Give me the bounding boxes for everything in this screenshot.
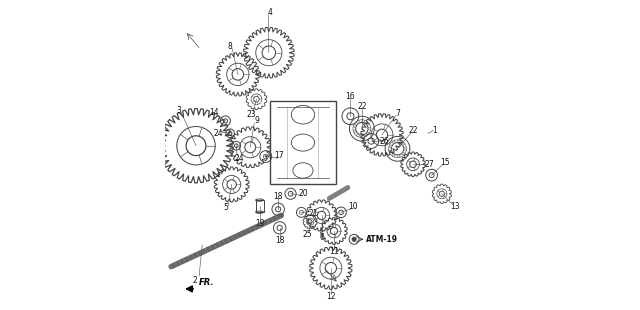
Text: 27: 27: [424, 160, 434, 169]
Text: 9: 9: [254, 116, 259, 126]
Text: FR.: FR.: [198, 278, 214, 287]
Circle shape: [366, 132, 369, 135]
Text: 12: 12: [326, 291, 335, 301]
Text: 24: 24: [235, 153, 244, 163]
Text: 1: 1: [433, 126, 437, 135]
Text: 23: 23: [246, 110, 256, 119]
Circle shape: [353, 130, 356, 133]
Text: 5: 5: [223, 203, 228, 212]
Circle shape: [389, 145, 392, 148]
Text: 13: 13: [450, 202, 460, 211]
Text: 26: 26: [380, 136, 389, 146]
Text: 7: 7: [396, 108, 401, 118]
Circle shape: [353, 125, 356, 127]
Circle shape: [366, 122, 369, 125]
Circle shape: [362, 120, 365, 122]
Text: 10: 10: [348, 202, 358, 211]
Text: 8: 8: [228, 42, 232, 51]
Circle shape: [389, 150, 392, 153]
Text: 24: 24: [214, 129, 223, 139]
Circle shape: [356, 134, 360, 137]
Text: 2: 2: [192, 276, 197, 285]
Circle shape: [402, 152, 404, 155]
Text: 20: 20: [298, 188, 308, 198]
Text: 19: 19: [255, 219, 264, 228]
Text: 25: 25: [303, 230, 312, 239]
Text: 11: 11: [329, 246, 339, 256]
Text: 18: 18: [275, 236, 284, 246]
Text: 18: 18: [273, 192, 283, 201]
Circle shape: [356, 121, 360, 123]
Text: 15: 15: [440, 158, 449, 167]
Circle shape: [368, 127, 371, 130]
Text: 3: 3: [177, 105, 181, 115]
Circle shape: [362, 135, 365, 137]
Circle shape: [397, 155, 400, 157]
Circle shape: [352, 237, 356, 241]
Circle shape: [404, 148, 406, 150]
Text: 21: 21: [308, 209, 318, 219]
Text: 22: 22: [357, 102, 367, 112]
Circle shape: [402, 143, 404, 145]
Text: 4: 4: [268, 8, 273, 17]
Text: 17: 17: [274, 151, 284, 161]
Circle shape: [392, 154, 395, 157]
Text: 6: 6: [319, 232, 324, 242]
Text: ATM-19: ATM-19: [365, 235, 397, 244]
Text: 16: 16: [346, 91, 355, 101]
Text: 22: 22: [409, 126, 419, 135]
Circle shape: [397, 140, 400, 143]
Text: 14: 14: [209, 108, 218, 117]
Circle shape: [392, 141, 395, 144]
